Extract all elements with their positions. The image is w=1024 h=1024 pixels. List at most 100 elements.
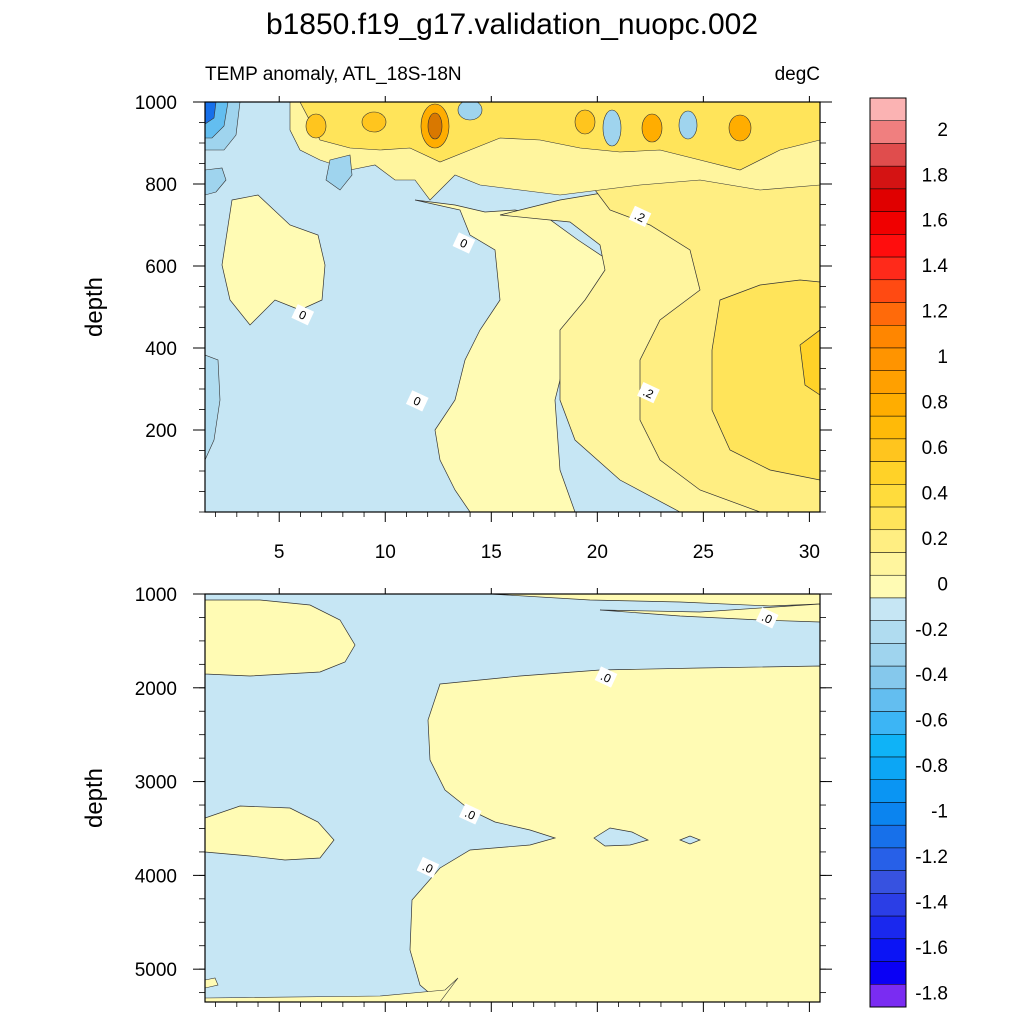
top-contour-labels: 000.2.2 — [291, 205, 660, 412]
bottom-warm-band-top — [489, 594, 820, 607]
colorbar-label: -1.4 — [915, 892, 948, 913]
surface-cold-3 — [678, 110, 698, 140]
bottom-warm-lens-lower — [205, 805, 335, 861]
top-warm-lens-left — [221, 194, 326, 326]
colorbar-cell — [869, 165, 907, 190]
surface-pocket-4 — [574, 109, 596, 135]
colorbar-cell — [869, 597, 907, 621]
colorbar — [869, 97, 907, 1008]
bottom-contour-label-box — [594, 666, 618, 688]
colorbar-cell — [869, 143, 907, 167]
colorbar-label: 1 — [937, 347, 948, 368]
colorbar-cell — [869, 688, 907, 712]
bottom-warm-lens-upper — [205, 599, 356, 677]
surface-pocket-3-core — [427, 112, 443, 140]
colorbar-cell — [869, 256, 907, 281]
bottom-axis-ticks: 1000 2000 3000 4000 5000 — [135, 585, 832, 1012]
colorbar-label: -0.2 — [915, 620, 948, 641]
colorbar-cell — [869, 393, 907, 417]
units-subtitle: degC — [775, 64, 820, 85]
colorbar-labels: 2 1.8 1.6 1.4 1.2 1 0.8 0.6 0.4 0.2 0 -0.2 -0.4 -0.6 -… — [915, 120, 949, 1005]
bottom-cold-island-1 — [593, 827, 649, 847]
surface-cold-1 — [457, 102, 483, 121]
chart-title: b1850.f19_g17.validation_nuopc.002 — [266, 8, 758, 41]
top-contour-label-box — [628, 205, 652, 227]
colorbar-label: 1.6 — [922, 211, 948, 232]
top-left-cold-4 — [205, 167, 227, 196]
colorbar-cell — [869, 734, 907, 758]
top-contour-label-box — [452, 232, 476, 254]
colorbar-cell — [869, 97, 907, 121]
colorbar-label: 1.8 — [922, 165, 948, 186]
colorbar-cell — [869, 188, 907, 212]
top-contour-label-box — [291, 304, 315, 326]
bottom-contour-label-box — [755, 607, 779, 629]
colorbar-frame — [869, 97, 907, 1008]
colorbar-label: 0.8 — [922, 393, 948, 414]
colorbar-label: -0.8 — [915, 756, 948, 777]
bottom-y-axis-label: depth — [81, 768, 108, 828]
top-x-tick-label: 25 — [693, 542, 714, 563]
colorbar-cell — [869, 711, 907, 735]
colorbar-cell — [869, 302, 907, 326]
colorbar-cell — [869, 665, 907, 690]
top-left-cold-3 — [205, 102, 217, 125]
top-contour-label-box — [637, 382, 660, 404]
top-x-tick-label: 5 — [274, 542, 285, 563]
bottom-floor-warm — [205, 977, 459, 1002]
top-left-deep-cold — [205, 354, 221, 461]
colorbar-label: -0.4 — [915, 665, 948, 686]
colorbar-label: -1.6 — [915, 938, 948, 959]
colorbar-cell — [869, 574, 907, 599]
surface-cold-2 — [602, 109, 622, 147]
colorbar-label: 0.4 — [922, 483, 949, 504]
top-axis-ticks: 5 10 15 20 25 30 200 400 600 800 1000 — [135, 93, 832, 563]
surface-pocket-5 — [641, 113, 663, 143]
colorbar-cell — [869, 643, 907, 667]
top-positive-core — [711, 279, 820, 481]
colorbar-cell — [869, 620, 907, 644]
bottom-cold-island-2 — [679, 835, 701, 845]
top-contour-label-box — [405, 390, 429, 412]
colorbar-cell — [869, 961, 907, 985]
bottom-contour-labels: .0.0.0.0 — [416, 607, 779, 879]
colorbar-label: 0.6 — [922, 438, 948, 459]
colorbar-cell — [869, 347, 907, 371]
bottom-y-tick-label: 3000 — [135, 773, 177, 794]
colorbar-cell — [869, 870, 907, 894]
top-x-tick-label: 30 — [799, 542, 820, 563]
top-y-axis-label: depth — [81, 277, 108, 337]
colorbar-label: -0.6 — [915, 711, 948, 732]
surface-pocket-6 — [728, 114, 752, 142]
top-contour-field — [205, 102, 820, 512]
top-y-tick-label: 200 — [145, 421, 177, 442]
bottom-y-tick-label: 1000 — [135, 585, 177, 606]
top-y-tick-label: 400 — [145, 339, 177, 360]
colorbar-label: -1 — [931, 802, 948, 823]
top-positive-core-inner — [799, 329, 820, 396]
colorbar-label: 2 — [937, 120, 948, 141]
bottom-y-tick-label: 4000 — [135, 866, 177, 887]
colorbar-cell — [869, 506, 907, 531]
colorbar-label: 0.2 — [922, 529, 948, 550]
colorbar-label: -1.2 — [915, 847, 948, 868]
colorbar-cell — [869, 438, 907, 462]
top-y-tick-label: 800 — [145, 175, 177, 196]
colorbar-cell — [869, 415, 907, 440]
colorbar-cell — [869, 893, 907, 917]
top-x-tick-label: 15 — [481, 542, 502, 563]
left-subtitle: TEMP anomaly, ATL_18S-18N — [205, 64, 462, 85]
colorbar-cell — [869, 915, 907, 940]
surface-pocket-1 — [305, 113, 327, 139]
top-y-tick-label: 600 — [145, 257, 177, 278]
colorbar-cell — [869, 529, 907, 553]
colorbar-cell — [869, 279, 907, 303]
colorbar-cell — [869, 802, 907, 826]
colorbar-cell — [869, 984, 907, 1008]
top-x-tick-label: 10 — [375, 542, 396, 563]
colorbar-cell — [869, 461, 907, 485]
bottom-left-warm-speck — [205, 977, 219, 989]
colorbar-cell — [869, 120, 907, 144]
colorbar-cell — [869, 325, 907, 349]
